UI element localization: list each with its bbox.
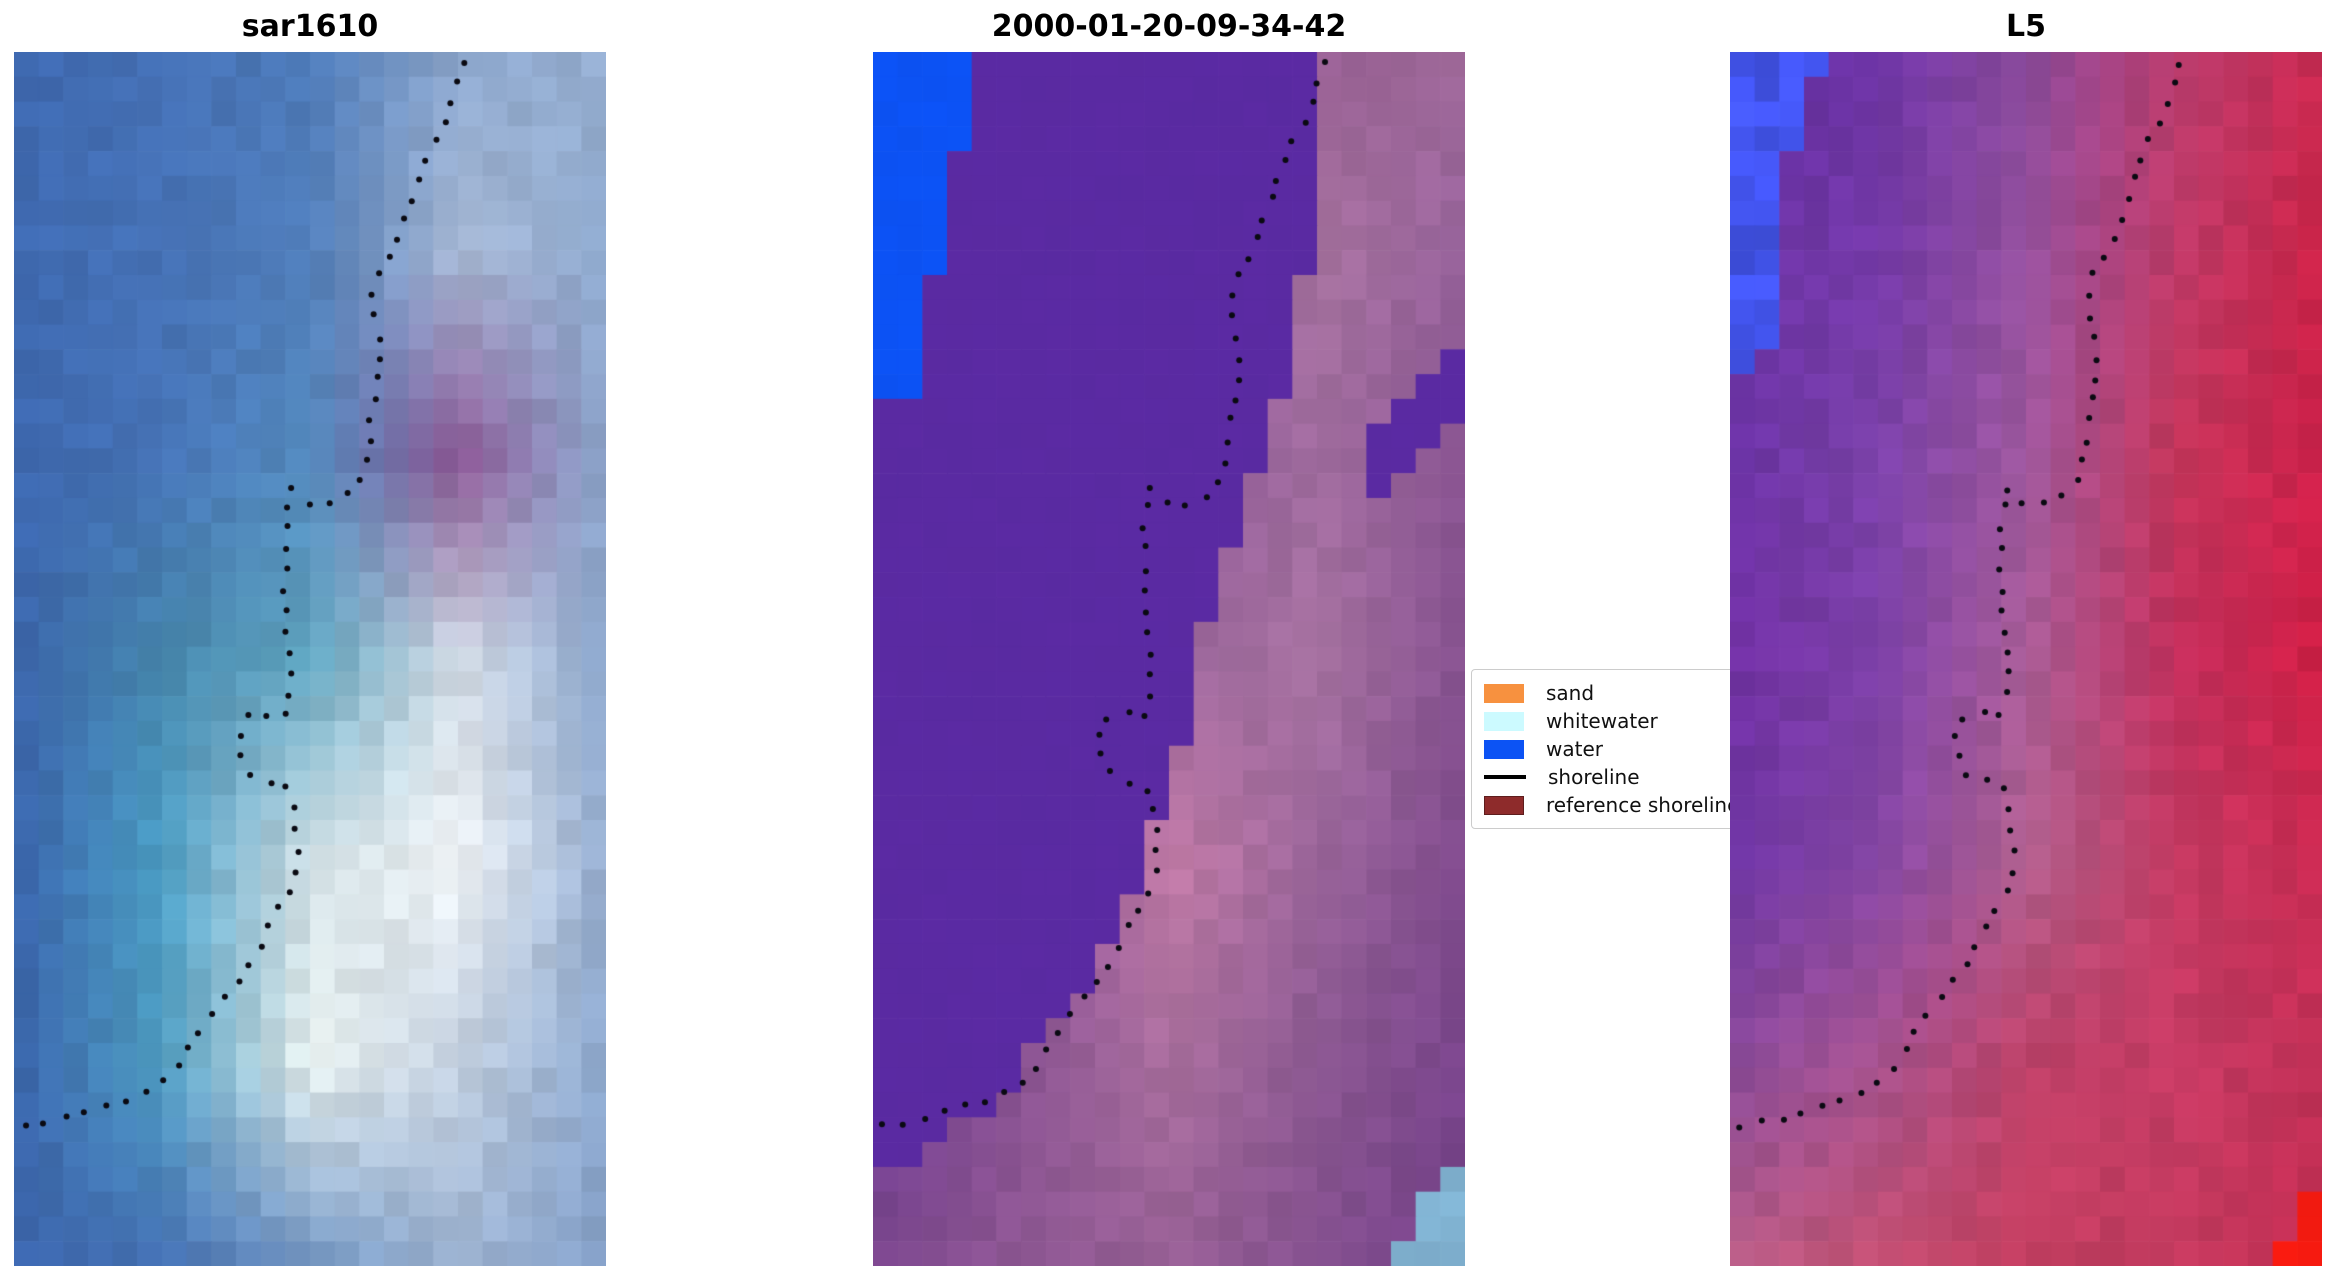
sar-image-panel: [14, 52, 606, 1266]
legend-row-shoreline: shoreline: [1484, 763, 1802, 791]
legend-label: sand: [1546, 681, 1595, 705]
legend-row-reference-shoreline: reference shoreline: [1484, 791, 1802, 819]
panel-title-timestamp: 2000-01-20-09-34-42: [991, 9, 1347, 44]
classified-image: [873, 52, 1465, 1266]
shoreline-line-icon: [1484, 775, 1526, 779]
water-swatch-icon: [1484, 739, 1524, 759]
legend-label: whitewater: [1546, 709, 1658, 733]
legend-row-sand: sand: [1484, 679, 1802, 707]
l5-image-panel: [1730, 52, 2322, 1266]
sar-image: [14, 52, 606, 1266]
reference-shoreline-swatch-icon: [1484, 795, 1524, 815]
classified-image-panel: [873, 52, 1465, 1266]
sand-swatch-icon: [1484, 683, 1524, 703]
legend-label: water: [1546, 737, 1603, 761]
whitewater-swatch-icon: [1484, 711, 1524, 731]
legend-label: shoreline: [1548, 765, 1640, 789]
legend-row-water: water: [1484, 735, 1802, 763]
legend-label: reference shoreline: [1546, 793, 1740, 817]
legend-row-whitewater: whitewater: [1484, 707, 1802, 735]
panel-title-l5: L5: [2006, 9, 2046, 44]
l5-image: [1730, 52, 2322, 1266]
panel-title-sar1610: sar1610: [241, 9, 379, 44]
